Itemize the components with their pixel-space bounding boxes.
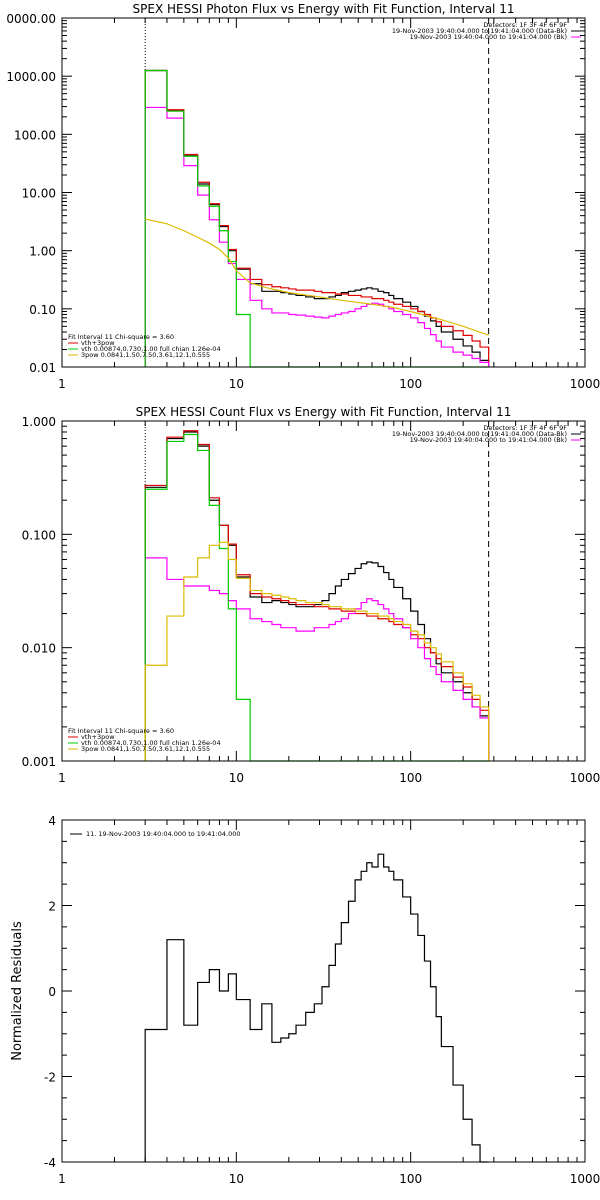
y-tick-label: 0000.00 (6, 12, 56, 26)
series-line-2 (144, 430, 490, 761)
chart-title: SPEX HESSI Count Flux vs Energy with Fit… (136, 405, 512, 419)
info-right-line: 19-Nov-2003 19:40:04.000 to 19:41:04.000… (392, 27, 567, 35)
y-tick-label: 1.00 (29, 245, 56, 259)
y-tick-label: 1.000 (22, 415, 56, 429)
x-tick-label: 1000 (570, 377, 600, 391)
x-tick-label: 1 (58, 377, 66, 391)
chart-panel-2: SPEX HESSI Count Flux vs Energy with Fit… (22, 405, 600, 785)
y-tick-label: 0 (48, 985, 56, 999)
fit-legend-text: Fit Interval 11 Chi-square = 3.60 (68, 333, 174, 341)
series-line-2 (144, 69, 490, 367)
y-tick-label: 0.001 (22, 755, 56, 769)
x-tick-label: 10 (229, 1172, 244, 1186)
y-tick-label: 0.01 (29, 361, 56, 375)
plot-frame (61, 17, 586, 368)
series-line-1 (144, 69, 490, 367)
x-tick-label: 100 (399, 377, 422, 391)
y-tick-label: 1000.00 (6, 70, 56, 84)
y-tick-label: -4 (44, 1156, 56, 1170)
y-tick-label: 0.10 (29, 303, 56, 317)
plot-frame (61, 420, 586, 762)
series-line-3 (144, 557, 490, 761)
x-tick-label: 10 (229, 377, 244, 391)
y-axis-label: Normalized Residuals (10, 921, 25, 1061)
fit-legend-text: 3pow 0.0841,1.50,7.50,3.61,12.1,0.555 (81, 351, 210, 359)
chart-panel-3: Normalized Residuals 1 10 100 1000 -4 -2 0 2 4 11.… (10, 814, 600, 1186)
fit-legend-text: vth+3pow (81, 733, 115, 741)
x-tick-label: 1000 (570, 771, 600, 785)
fit-legend-text: vth 0.00874,0.730,1.00 full chian 1.26e-… (81, 345, 221, 353)
y-tick-label: 10.00 (22, 187, 56, 201)
y-tick-label: 4 (48, 814, 56, 828)
info-right-line: Detectors: 1F 3F 4F 6F 9F (483, 424, 567, 432)
series-line-4 (144, 69, 489, 368)
x-tick-label: 1000 (570, 1172, 600, 1186)
series-line-1 (144, 853, 489, 1163)
series-line-5 (144, 541, 490, 761)
y-tick-label: 100.00 (14, 128, 56, 142)
info-right-line: Detectors: 1F 3F 4F 6F 9F (483, 21, 567, 29)
y-tick-label: -2 (44, 1071, 56, 1085)
x-tick-label: 1 (58, 771, 66, 785)
chart-title: SPEX HESSI Photon Flux vs Energy with Fi… (133, 2, 515, 16)
x-tick-label: 1 (58, 1172, 66, 1186)
info-right-line: 19-Nov-2003 19:40:04.000 to 19:41:04.000… (410, 33, 567, 41)
y-tick-label: 0.100 (22, 528, 56, 542)
x-tick-label: 10 (229, 771, 244, 785)
fit-legend-text: vth 0.00874,0.730,1.00 full chian 1.26e-… (81, 739, 221, 747)
series-line-5 (145, 218, 489, 336)
fit-legend-text: 3pow 0.0841,1.50,7.50,3.61,12.1,0.555 (81, 745, 210, 753)
series-line-1 (144, 431, 490, 761)
series-line-4 (144, 433, 489, 762)
x-tick-label: 100 (399, 771, 422, 785)
series-line-3 (144, 106, 490, 367)
info-right-line: 19-Nov-2003 19:40:04.000 to 19:41:04.000… (410, 436, 567, 444)
info-right-line: 19-Nov-2003 19:40:04.000 to 19:41:04.000… (392, 430, 567, 438)
plot-frame (61, 819, 586, 1163)
chart-panel-1: SPEX HESSI Photon Flux vs Energy with Fi… (6, 2, 600, 391)
fit-legend-text: Fit Interval 11 Chi-square = 3.60 (68, 727, 174, 735)
y-tick-label: 0.010 (22, 642, 56, 656)
legend-text: 11. 19-Nov-2003 19:40:04.000 to 19:41:04… (86, 830, 240, 838)
y-tick-label: 2 (48, 900, 56, 914)
x-tick-label: 100 (399, 1172, 422, 1186)
fit-legend-text: vth+3pow (81, 339, 115, 347)
